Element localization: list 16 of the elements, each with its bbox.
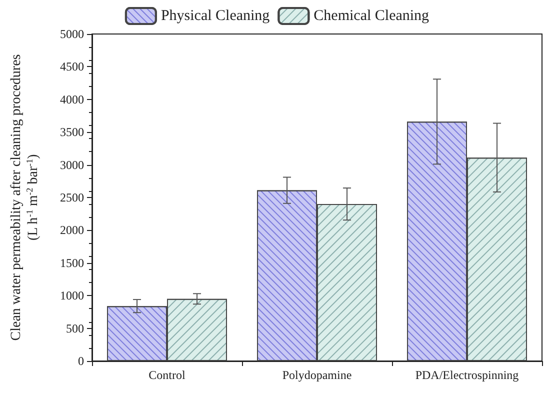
- y-tick-label: 0: [78, 354, 84, 368]
- legend-label: Chemical Cleaning: [314, 8, 430, 24]
- y-tick-label: 2500: [60, 190, 84, 204]
- x-tick-label: Polydopamine: [282, 368, 352, 382]
- y-tick-label: 4000: [60, 92, 84, 106]
- y-tick-label: 3500: [60, 125, 84, 140]
- y-tick-label: 1500: [60, 256, 84, 270]
- x-tick-label: Control: [148, 368, 186, 382]
- y-tick-label: 500: [66, 321, 84, 336]
- legend-label: Physical Cleaning: [160, 8, 270, 24]
- y-tick-label: 4500: [60, 60, 84, 74]
- y-tick-label: 1000: [60, 288, 84, 303]
- y-tick-label: 2000: [60, 223, 84, 238]
- x-tick-label: PDA/Electrospinning: [415, 368, 519, 382]
- y-tick-label: 5000: [60, 27, 84, 41]
- y-tick-label: 3000: [60, 158, 84, 172]
